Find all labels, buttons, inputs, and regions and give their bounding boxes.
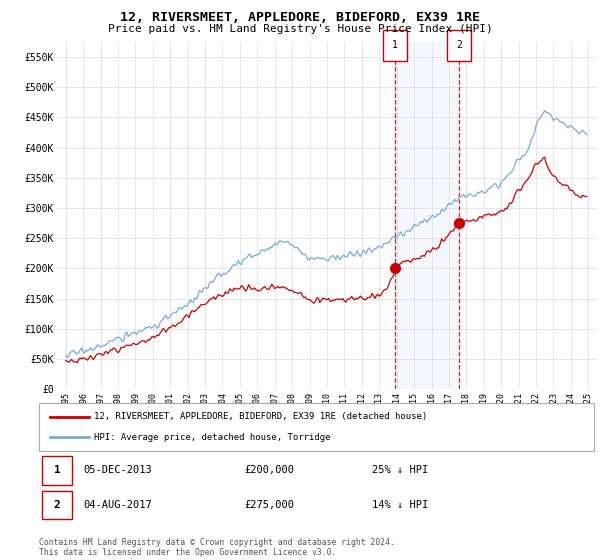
FancyBboxPatch shape <box>39 403 594 451</box>
Text: Contains HM Land Registry data © Crown copyright and database right 2024.
This d: Contains HM Land Registry data © Crown c… <box>39 538 395 557</box>
Text: £200,000: £200,000 <box>244 465 295 475</box>
Text: 12, RIVERSMEET, APPLEDORE, BIDEFORD, EX39 1RE (detached house): 12, RIVERSMEET, APPLEDORE, BIDEFORD, EX3… <box>95 412 428 421</box>
Text: 25% ↓ HPI: 25% ↓ HPI <box>372 465 428 475</box>
FancyBboxPatch shape <box>42 456 73 484</box>
Bar <box>395 42 459 389</box>
Text: 14% ↓ HPI: 14% ↓ HPI <box>372 500 428 510</box>
FancyBboxPatch shape <box>42 491 73 519</box>
Text: Price paid vs. HM Land Registry's House Price Index (HPI): Price paid vs. HM Land Registry's House … <box>107 24 493 34</box>
Text: 12, RIVERSMEET, APPLEDORE, BIDEFORD, EX39 1RE: 12, RIVERSMEET, APPLEDORE, BIDEFORD, EX3… <box>120 11 480 24</box>
Text: 05-DEC-2013: 05-DEC-2013 <box>83 465 152 475</box>
Text: 1: 1 <box>53 465 61 475</box>
Text: HPI: Average price, detached house, Torridge: HPI: Average price, detached house, Torr… <box>95 433 331 442</box>
Text: 2: 2 <box>53 500 61 510</box>
Text: 04-AUG-2017: 04-AUG-2017 <box>83 500 152 510</box>
Text: £275,000: £275,000 <box>244 500 295 510</box>
